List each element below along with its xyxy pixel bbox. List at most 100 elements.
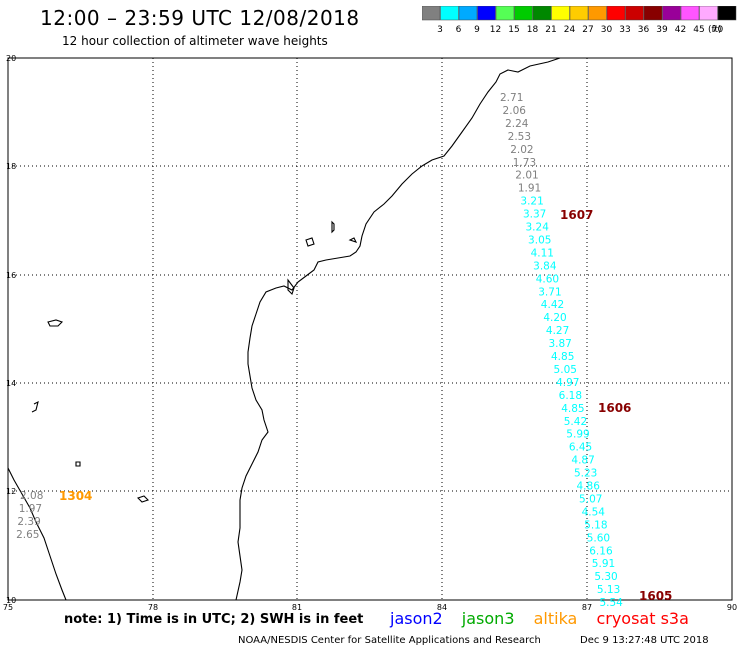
footer-credit: NOAA/NESDIS Center for Satellite Applica… xyxy=(238,635,541,646)
legend-swatch xyxy=(532,6,552,21)
lat-tick-label: 16 xyxy=(6,271,16,280)
lat-tick-label: 20 xyxy=(6,54,16,63)
axis-labels: 75 78 81 84 87 90 20 18 16 14 12 10 xyxy=(3,54,737,612)
pass-number-label: 1606 xyxy=(598,401,631,415)
small-island-c xyxy=(75,461,81,467)
wave-height-value: 2.65 xyxy=(16,529,39,541)
satellite-key-jason3: jason3 xyxy=(461,609,515,628)
wave-height-value: 5.54 xyxy=(599,597,623,609)
legend-unit: (ft) xyxy=(708,25,722,35)
small-island-d xyxy=(305,237,315,247)
wave-height-value: 2.39 xyxy=(17,516,40,528)
footnote: note: 1) Time is in UTC; 2) SWH is in fe… xyxy=(64,612,364,627)
legend-label: 24 xyxy=(564,25,576,35)
coastline xyxy=(7,57,561,601)
pass-number-label: 1605 xyxy=(639,589,672,603)
lat-tick-label: 10 xyxy=(6,596,16,605)
wave-height-value: 2.53 xyxy=(508,131,531,143)
lon-tick-label: 87 xyxy=(582,603,592,612)
small-island-b xyxy=(136,495,150,503)
wave-height-value: 5.07 xyxy=(579,493,602,505)
legend-swatch xyxy=(717,6,737,21)
legend-swatch xyxy=(625,6,644,21)
wave-height-value: 2.01 xyxy=(515,170,538,182)
wave-height-value: 6.18 xyxy=(559,390,582,402)
wave-height-value: 2.08 xyxy=(20,490,43,502)
wave-height-value: 4.42 xyxy=(541,299,564,311)
legend-label: 12 xyxy=(490,25,501,35)
pass-number-label: 1304 xyxy=(59,489,92,503)
small-island-e xyxy=(331,220,335,234)
satellite-key-altika: altika xyxy=(533,609,578,628)
wave-height-value: 6.45 xyxy=(569,442,592,454)
legend-swatch xyxy=(662,6,681,21)
legend-swatch xyxy=(569,6,589,21)
legend-label: 15 xyxy=(508,25,519,35)
legend-label: 30 xyxy=(601,25,613,35)
legend-label: 42 xyxy=(675,25,686,35)
andaman-islands xyxy=(47,319,64,327)
legend-swatch xyxy=(422,6,441,21)
legend-swatch xyxy=(699,6,718,21)
wave-height-value: 4.60 xyxy=(536,273,559,285)
india-east-coast xyxy=(235,57,561,601)
satellite-key: jason2 jason3 altika cryosat s3a xyxy=(390,609,703,628)
lon-tick-label: 75 xyxy=(3,603,13,612)
wave-height-value: 1.91 xyxy=(518,183,541,195)
altimeter-tracks: 2.712.062.242.532.021.732.011.913.213.37… xyxy=(16,92,623,609)
wave-height-value: 4.85 xyxy=(551,351,574,363)
small-island-f xyxy=(348,237,358,243)
lon-tick-label: 90 xyxy=(727,603,737,612)
wave-height-value: 5.13 xyxy=(597,584,620,596)
legend-swatch xyxy=(514,6,533,21)
wave-height-value: 3.71 xyxy=(538,286,561,298)
lat-tick-label: 18 xyxy=(6,162,16,171)
wave-height-value: 5.99 xyxy=(566,429,589,441)
wave-height-color-legend: 3 6 9 12 15 18 21 24 27 30 33 36 39 42 45 70(ft) xyxy=(422,6,737,35)
lat-tick-label: 14 xyxy=(6,379,16,388)
footer-timestamp: Dec 9 13:27:48 UTC 2018 xyxy=(580,635,709,646)
legend-label: 39 xyxy=(656,25,668,35)
wave-height-value: 2.02 xyxy=(510,144,533,156)
wave-height-value: 2.71 xyxy=(500,92,523,104)
legend-swatch xyxy=(588,6,607,21)
pass-number-label: 1607 xyxy=(560,208,593,222)
wave-height-value: 2.06 xyxy=(503,105,527,117)
wave-height-value: 4.11 xyxy=(531,247,554,259)
legend-label: 33 xyxy=(619,25,630,35)
wave-height-value: 3.84 xyxy=(533,260,557,272)
wave-height-value: 6.16 xyxy=(589,545,613,557)
lat-tick-label: 12 xyxy=(6,487,16,496)
map-title: 12:00 – 23:59 UTC 12/08/2018 xyxy=(40,6,360,30)
wave-height-value: 5.30 xyxy=(594,571,617,583)
small-island-a xyxy=(31,400,39,413)
legend-swatch xyxy=(606,6,626,21)
wave-height-value: 1.73 xyxy=(513,157,536,169)
wave-height-value: 5.23 xyxy=(574,468,597,480)
wave-height-value: 5.42 xyxy=(564,416,587,428)
legend-label: 45 xyxy=(693,25,704,35)
legend-swatch xyxy=(643,6,663,21)
lon-tick-label: 81 xyxy=(292,603,302,612)
lon-tick-label: 84 xyxy=(437,603,447,612)
legend-label: 18 xyxy=(527,25,539,35)
wave-height-value: 4.54 xyxy=(582,506,606,518)
wave-height-value: 4.85 xyxy=(561,403,584,415)
legend-swatch xyxy=(495,6,515,21)
legend-swatch xyxy=(551,6,570,21)
wave-height-value: 3.24 xyxy=(526,222,550,234)
wave-height-value: 5.60 xyxy=(587,532,610,544)
lat-lon-grid xyxy=(8,58,732,600)
wave-height-value: 4.86 xyxy=(577,481,601,493)
wave-height-value: 3.87 xyxy=(548,338,571,350)
legend-swatch xyxy=(477,6,496,21)
legend-label: 9 xyxy=(474,25,480,35)
wave-height-value: 4.97 xyxy=(556,377,579,389)
legend-label: 21 xyxy=(545,25,556,35)
legend-label: 3 xyxy=(437,25,443,35)
lon-tick-label: 78 xyxy=(148,603,158,612)
sri-lanka-coast xyxy=(7,467,67,601)
small-island-g xyxy=(287,278,295,296)
satellite-key-jason2: jason2 xyxy=(390,609,443,628)
